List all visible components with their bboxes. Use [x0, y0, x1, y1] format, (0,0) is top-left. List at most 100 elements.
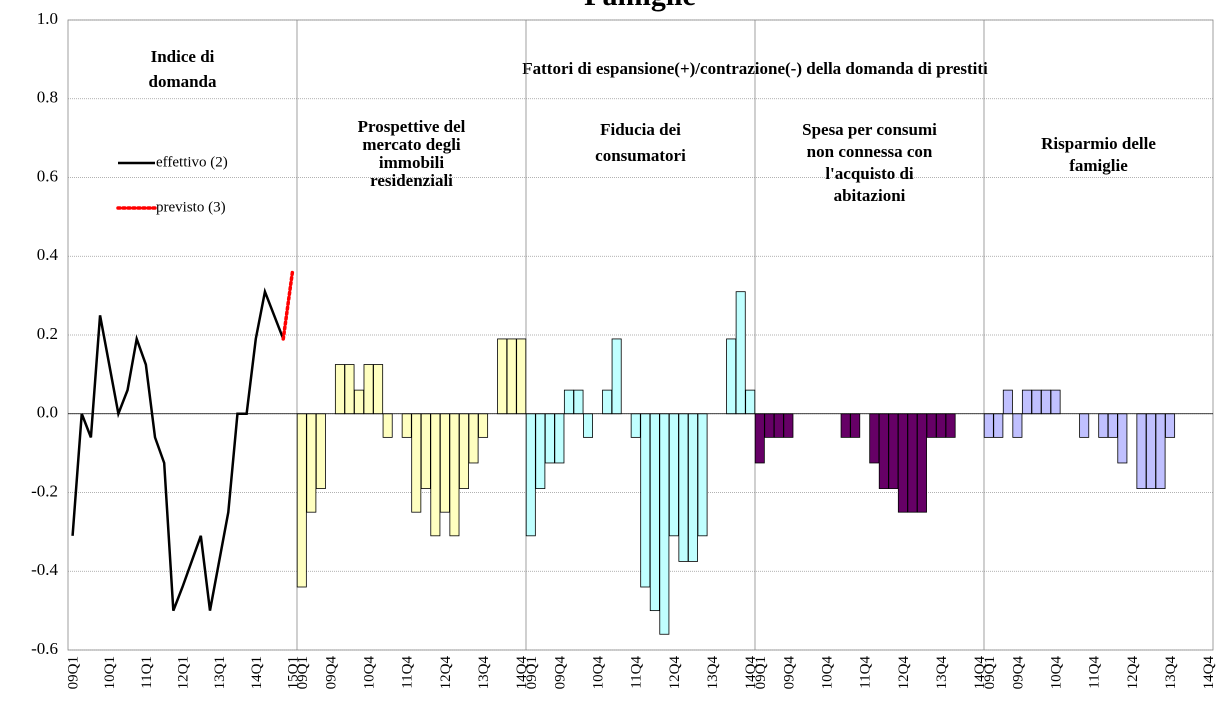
y-tick-label: 0.0	[37, 403, 58, 422]
x-tick-label: 15Q1	[285, 656, 301, 689]
x-tick-label: 09Q4	[781, 656, 797, 690]
bar	[306, 413, 317, 513]
panel-heading: l'acquisto di	[825, 164, 914, 183]
bar	[983, 413, 994, 438]
bar	[659, 413, 670, 635]
bar	[382, 413, 393, 438]
panel-heading: domanda	[148, 72, 217, 91]
bar	[1165, 413, 1176, 438]
bar	[993, 413, 1004, 438]
bar	[745, 389, 756, 415]
bar	[411, 413, 422, 513]
bar	[354, 389, 365, 415]
bar	[506, 338, 517, 415]
bar	[897, 413, 908, 513]
bar	[926, 413, 937, 438]
bar	[1117, 413, 1128, 464]
bar	[1031, 389, 1042, 415]
bar	[430, 413, 441, 537]
bar	[449, 413, 460, 537]
x-tick-label: 12Q4	[896, 656, 912, 690]
bar	[468, 413, 479, 464]
x-tick-label: 09Q4	[552, 656, 568, 690]
bar	[401, 413, 412, 438]
bar	[439, 413, 450, 513]
x-tick-label: 10Q4	[1049, 656, 1065, 690]
bar	[840, 413, 851, 438]
bar	[916, 413, 927, 513]
x-tick-label: 11Q4	[1087, 656, 1103, 689]
bar	[1098, 413, 1109, 438]
x-tick-label: 12Q4	[667, 656, 683, 690]
x-tick-label: 14Q4	[1201, 656, 1217, 690]
bar	[458, 413, 469, 489]
y-tick-label: -0.4	[31, 560, 58, 579]
x-tick-label: 09Q1	[982, 656, 998, 689]
bar	[544, 413, 555, 464]
bar	[611, 338, 622, 415]
y-tick-label: -0.6	[31, 639, 58, 658]
bar	[945, 413, 956, 438]
bar	[1050, 389, 1061, 415]
bar	[573, 389, 584, 415]
x-tick-label: 13Q1	[212, 656, 228, 689]
bar	[630, 413, 641, 438]
bar	[1079, 413, 1090, 438]
bar	[764, 413, 775, 438]
bar	[687, 413, 698, 562]
x-tick-label: 11Q4	[400, 656, 416, 689]
x-tick-label: 11Q1	[139, 656, 155, 689]
panel-heading: non connessa con	[807, 142, 933, 161]
x-tick-label: 09Q1	[66, 656, 82, 689]
y-tick-label: 1.0	[37, 9, 58, 28]
bar	[936, 413, 947, 438]
bar	[583, 413, 594, 438]
plot-frame	[67, 19, 1214, 651]
x-tick-label: 14Q1	[249, 656, 265, 689]
legend-label: previsto (3)	[156, 199, 226, 215]
bar	[334, 364, 345, 415]
x-tick-label: 09Q1	[753, 656, 769, 689]
panel-heading: Prospettive del	[358, 117, 466, 136]
bar	[907, 413, 918, 513]
x-tick-label: 14Q4	[972, 656, 988, 690]
bar	[640, 413, 651, 588]
bar	[315, 413, 326, 489]
bar	[1041, 389, 1052, 415]
y-tick-label: 0.8	[37, 88, 58, 107]
x-tick-label: 12Q4	[1125, 656, 1141, 690]
y-tick-label: -0.2	[31, 481, 58, 500]
bar	[516, 338, 527, 415]
panel-heading: residenziali	[370, 171, 453, 190]
x-tick-label: 09Q4	[323, 656, 339, 690]
x-tick-label: 12Q4	[438, 656, 454, 690]
bar	[783, 413, 794, 438]
bar	[373, 364, 384, 415]
bar	[697, 413, 708, 537]
bar	[773, 413, 784, 438]
x-tick-label: 09Q1	[295, 656, 311, 689]
x-tick-label: 13Q4	[934, 656, 950, 690]
bar	[888, 413, 899, 489]
bar	[735, 291, 746, 415]
panel-heading: immobili	[379, 153, 444, 172]
line-series	[281, 270, 295, 341]
y-tick-label: 0.6	[37, 166, 58, 185]
bar	[869, 413, 880, 464]
x-tick-label: 10Q1	[102, 656, 118, 689]
x-tick-label: 09Q4	[1010, 656, 1026, 690]
bar	[1145, 413, 1156, 489]
x-tick-label: 13Q4	[476, 656, 492, 690]
x-tick-label: 10Q4	[362, 656, 378, 690]
y-tick-label: 0.4	[37, 245, 59, 264]
bar	[1002, 389, 1013, 415]
bar	[754, 413, 765, 464]
bar	[563, 389, 574, 415]
bar	[344, 364, 355, 415]
bar	[678, 413, 689, 562]
bar	[1021, 389, 1032, 415]
panel-heading: abitazioni	[834, 186, 906, 205]
bar	[726, 338, 737, 415]
bar	[554, 413, 565, 464]
